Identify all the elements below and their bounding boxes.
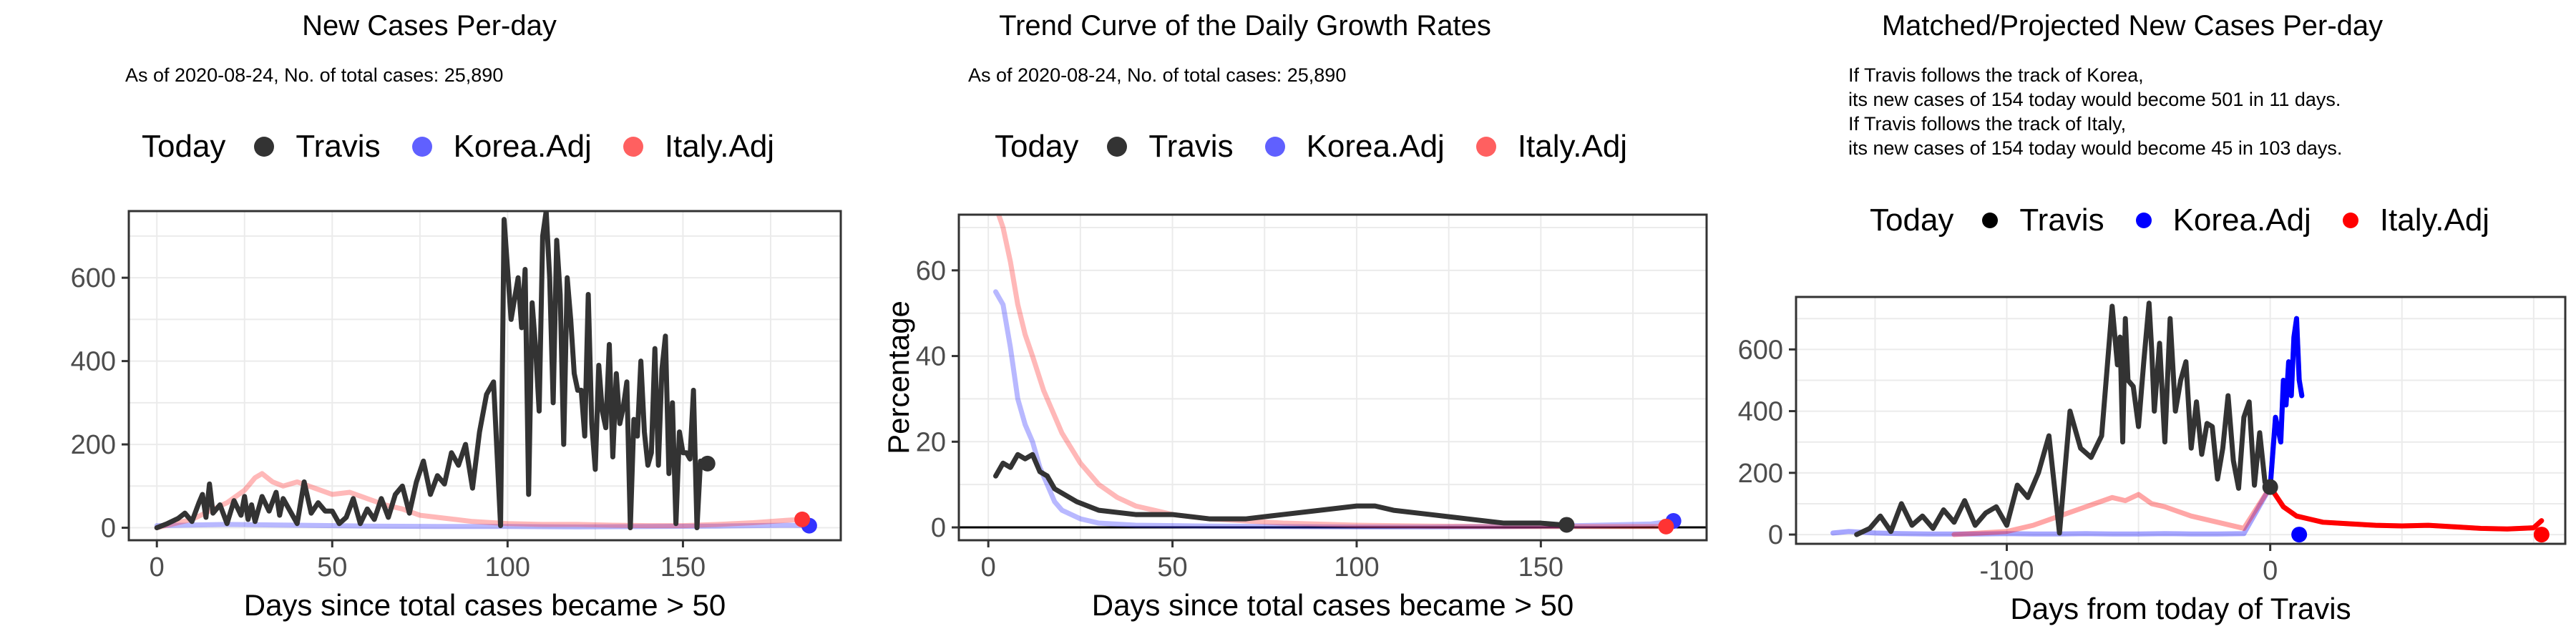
legend-label-korea: Korea.Adj (1306, 129, 1445, 164)
x-tick-label: 0 (150, 552, 165, 582)
x-tick-label: -100 (1979, 556, 2034, 586)
legend-key-korea (1264, 137, 1285, 157)
y-tick-label: 400 (71, 347, 116, 377)
y-tick-label: 60 (916, 256, 946, 286)
legend-label-travis: Travis (296, 129, 381, 164)
legend: Today Travis Korea.Adj Italy.Adj (995, 129, 1659, 165)
panel-border (1795, 296, 2567, 545)
x-tick-label: 150 (1518, 552, 1563, 582)
legend: Today Travis Korea.Adj Italy.Adj (1870, 203, 2521, 238)
chart-subtitle: As of 2020-08-24, No. of total cases: 25… (968, 64, 1347, 86)
y-tick-label: 200 (1738, 459, 1783, 489)
series-line-travis (154, 211, 711, 531)
panel-border (957, 213, 1708, 542)
y-tick-label: 200 (71, 430, 116, 460)
legend-key-korea (411, 137, 432, 157)
y-axis-label: Percentage (882, 301, 915, 454)
legend-key-italy (1475, 137, 1496, 157)
legend-title: Today (142, 129, 226, 164)
y-tick-label: 40 (916, 342, 946, 372)
today-point-travis (2262, 479, 2278, 495)
x-tick-label: 50 (1157, 552, 1187, 582)
today-point-italy-adj (794, 511, 811, 527)
series-line-travis (992, 452, 1569, 528)
y-tick-label: 0 (931, 513, 946, 543)
chart-subtitle: As of 2020-08-24, No. of total cases: 25… (125, 64, 504, 86)
chart-subtitle: If Travis follows the track of Korea, it… (1848, 64, 2343, 159)
y-tick-label: 600 (71, 263, 116, 293)
legend-key-italy (623, 137, 643, 157)
legend-label-italy: Italy.Adj (664, 129, 775, 164)
legend-key-italy (2342, 213, 2358, 228)
panel-border (127, 210, 842, 542)
legend-title: Today (995, 129, 1079, 164)
chart-title: Trend Curve of the Daily Growth Rates (999, 10, 1491, 42)
legend: Today Travis Korea.Adj Italy.Adj (142, 129, 806, 165)
y-tick-label: 0 (1768, 520, 1783, 550)
legend-label-travis: Travis (1148, 129, 1234, 164)
y-tick-label: 400 (1738, 397, 1783, 427)
today-point-travis (699, 455, 716, 472)
y-tick-label: 0 (101, 514, 116, 544)
projection-line-korea-adj (2268, 316, 2305, 490)
plot-area: 0 50 100 150 0 20 40 60 Days since total cases b… (882, 213, 1708, 622)
legend-title: Today (1870, 203, 1954, 238)
x-tick-label: 0 (981, 552, 996, 582)
x-tick-label: 100 (1334, 552, 1379, 582)
x-tick-label: 150 (660, 552, 706, 582)
panel-projected: Matched/Projected New Cases Per-day If T… (1717, 0, 2576, 644)
y-tick-label: 600 (1738, 335, 1783, 365)
series-line-travis (1854, 301, 2273, 537)
legend-label-korea: Korea.Adj (453, 129, 592, 164)
chart-title: New Cases Per-day (302, 10, 557, 42)
legend-label-korea: Korea.Adj (2172, 203, 2311, 238)
series-line-korea-adj (992, 289, 1677, 530)
legend-key-travis (254, 137, 275, 157)
plot-area: 0 50 100 150 0 200 400 600 Days since total case… (71, 210, 842, 622)
legend-label-travis: Travis (2019, 203, 2104, 238)
series-line-italy-adj (995, 215, 1669, 530)
projection-line-italy-adj (2268, 484, 2545, 532)
chart-title: Matched/Projected New Cases Per-day (1881, 10, 2384, 42)
legend-key-travis (1107, 137, 1128, 157)
today-point-italy-adj (2533, 527, 2550, 543)
x-axis-label: Days since total cases became > 50 (244, 588, 726, 622)
panel-new-cases: New Cases Per-day As of 2020-08-24, No. … (0, 0, 859, 644)
plot-area: -100 0 0 200 400 600 Days from today of Travis (1738, 296, 2567, 625)
y-tick-label: 20 (916, 427, 946, 457)
x-axis-label: Days from today of Travis (2010, 592, 2351, 625)
legend-label-italy: Italy.Adj (2379, 203, 2490, 238)
legend-key-travis (1982, 213, 1999, 228)
x-tick-label: 100 (485, 552, 530, 582)
series-line-korea-adj (154, 522, 812, 530)
today-point-korea-adj (2291, 527, 2308, 543)
today-point-italy-adj (1658, 518, 1674, 535)
x-tick-label: 0 (2263, 556, 2278, 586)
x-tick-label: 50 (317, 552, 347, 582)
panel-growth-rates: Trend Curve of the Daily Growth Rates As… (859, 0, 1717, 644)
today-point-travis (1558, 517, 1575, 533)
legend-label-italy: Italy.Adj (1517, 129, 1628, 164)
legend-key-korea (2135, 213, 2152, 228)
x-axis-label: Days since total cases became > 50 (1092, 588, 1574, 622)
